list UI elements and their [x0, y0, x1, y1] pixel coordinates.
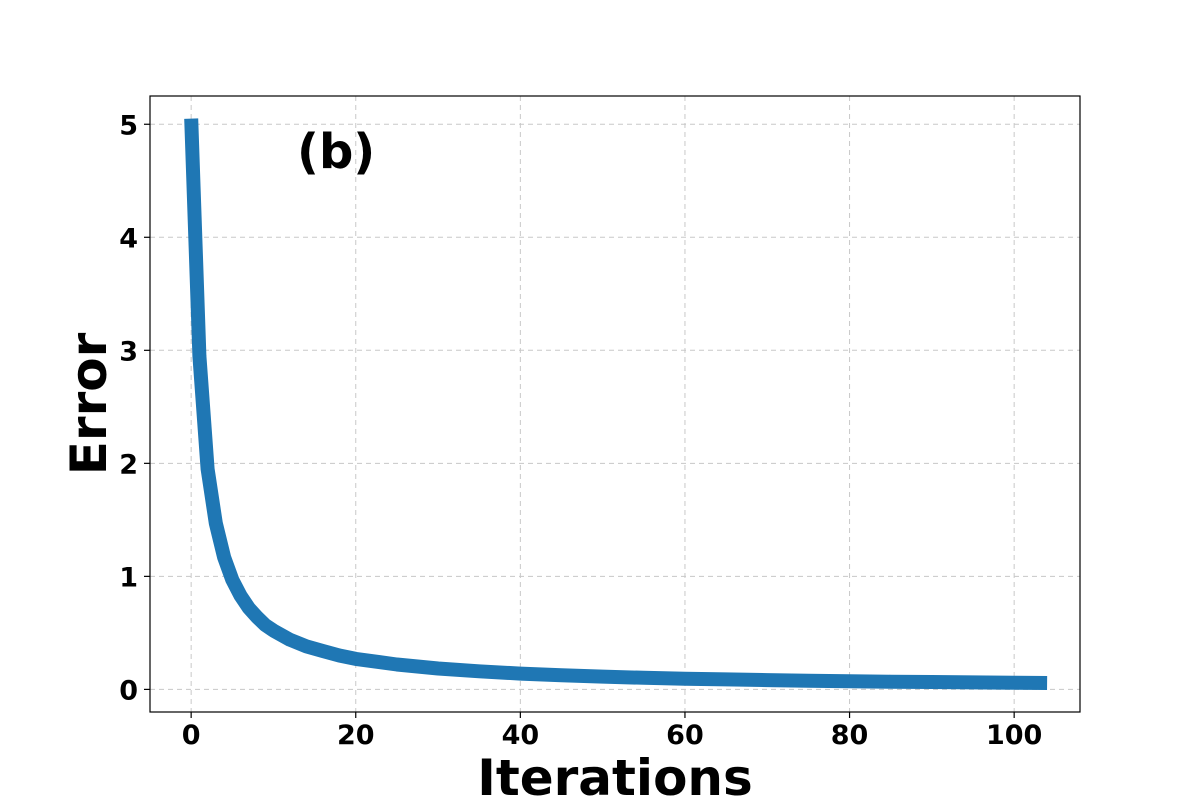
plot-frame: [149, 95, 1081, 713]
y-tick-label: 0: [119, 675, 138, 706]
y-tick-label: 2: [119, 449, 138, 480]
x-axis-title: Iterations: [477, 749, 753, 800]
x-tick-label: 80: [831, 720, 869, 751]
ticks: 0 20 40 60 80 100 0 1 2 3 4 5: [119, 110, 1042, 751]
y-tick-label: 4: [119, 223, 138, 254]
x-tick-label: 40: [502, 720, 540, 751]
grid: [150, 96, 1080, 712]
series-layer: [184, 118, 1048, 690]
x-tick-label: 0: [182, 720, 201, 751]
panel-label: (b): [297, 124, 375, 180]
x-tick-label: 20: [337, 720, 375, 751]
series-line: [184, 118, 1048, 690]
y-tick-label: 3: [119, 336, 138, 367]
y-axis-title: Error: [60, 332, 118, 475]
x-tick-label: 100: [986, 720, 1042, 751]
y-tick-label: 5: [119, 110, 138, 141]
y-tick-label: 1: [119, 562, 138, 593]
x-tick-label: 60: [666, 720, 704, 751]
